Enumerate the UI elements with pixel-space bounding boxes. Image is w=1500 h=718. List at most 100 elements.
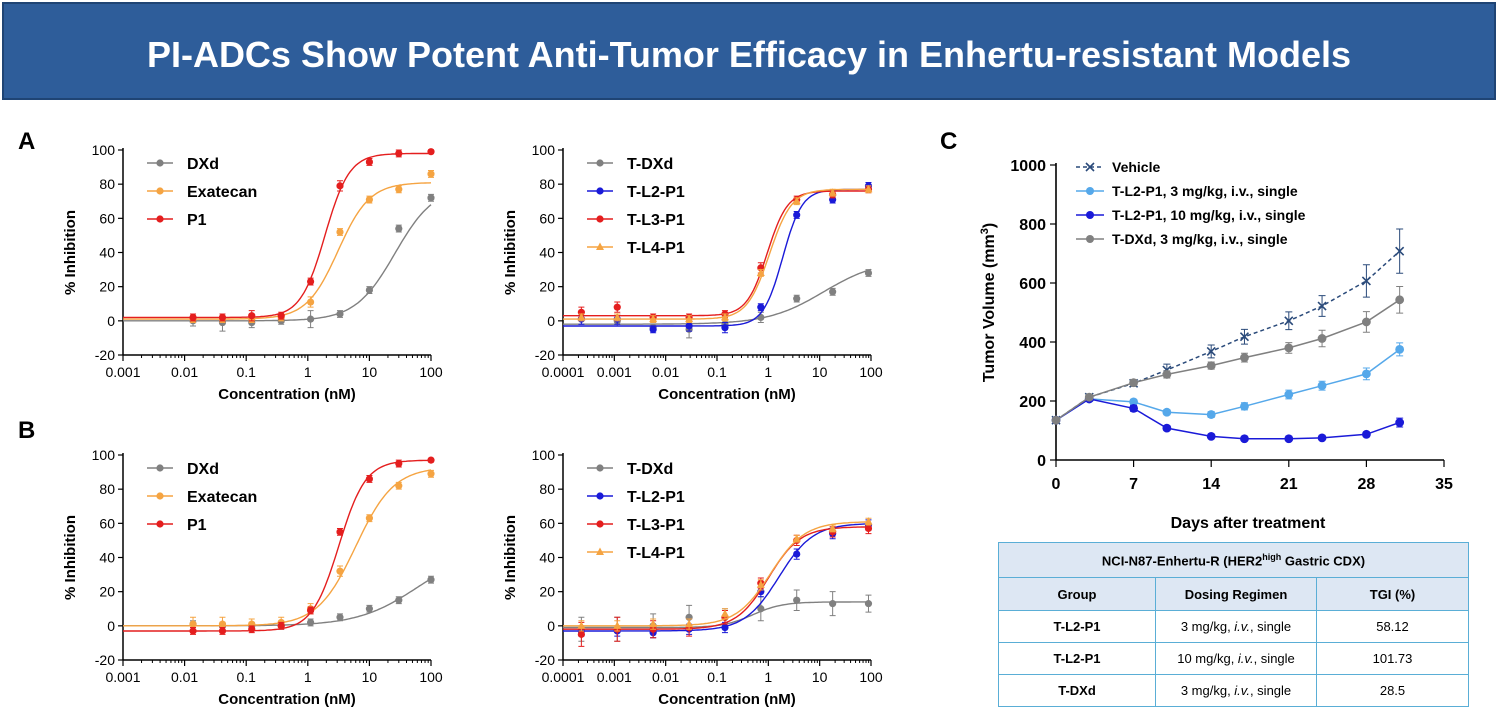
series-exatecan <box>123 469 435 632</box>
series-t-l4-p1 <box>563 184 873 324</box>
data-point <box>613 312 622 321</box>
x-tick-label: 100 <box>419 669 443 685</box>
data-point <box>1240 434 1249 444</box>
data-point <box>1284 434 1294 444</box>
data-point <box>685 322 693 330</box>
legend-label: T-L2-P1 <box>627 184 685 201</box>
series-t-l2-p1-3-mg-kg-i-v-single <box>1051 342 1405 425</box>
data-point <box>395 224 403 233</box>
data-point <box>685 619 694 628</box>
series-t-dxd-3-mg-kg-i-v-single <box>1051 286 1405 425</box>
x-tick-label: 100 <box>859 364 883 380</box>
legend-label: T-L2-P1 <box>627 489 685 506</box>
data-point <box>1395 344 1405 354</box>
data-point <box>427 148 435 156</box>
data-point <box>1240 401 1249 411</box>
header-dosing: Dosing Regimen <box>1155 577 1317 611</box>
legend-item: T-L2-P1, 10 mg/kg, i.v., single <box>1076 207 1306 223</box>
data-point <box>1317 301 1327 311</box>
legend-label: T-L2-P1, 10 mg/kg, i.v., single <box>1112 207 1306 223</box>
legend-label: DXd <box>187 461 219 478</box>
data-point <box>248 312 256 320</box>
data-point <box>1361 276 1371 286</box>
x-tick-label: 0.1 <box>707 364 727 380</box>
series-p1 <box>123 456 435 635</box>
x-tick-label: 0.0001 <box>542 364 585 380</box>
legend-label: Exatecan <box>187 184 257 201</box>
data-point <box>792 534 801 542</box>
legend-label: T-L3-P1 <box>627 212 685 229</box>
data-point <box>757 605 765 613</box>
data-point <box>1162 423 1172 433</box>
x-tick-label: 0.001 <box>597 669 632 685</box>
data-point <box>336 182 344 190</box>
legend-item: T-L2-P1, 3 mg/kg, i.v., single <box>1076 183 1298 199</box>
y-tick-label: -20 <box>535 347 555 363</box>
data-point <box>1317 381 1327 391</box>
series-t-l2-p1 <box>563 519 873 639</box>
legend-item: T-L3-P1 <box>587 212 685 229</box>
data-point <box>306 277 315 286</box>
legend-marker <box>156 464 164 472</box>
x-tick-label: 0.001 <box>105 669 140 685</box>
y-tick-label: 20 <box>539 584 555 600</box>
data-point <box>365 195 373 204</box>
data-point <box>757 303 765 311</box>
data-point <box>864 269 873 277</box>
data-point <box>577 630 585 638</box>
x-tick-label: 1 <box>304 364 312 380</box>
data-point <box>336 613 344 621</box>
data-point <box>306 298 315 306</box>
table-caption: NCI-N87-Enhertu-R (HER2high Gastric CDX) <box>998 542 1469 578</box>
data-point <box>649 619 658 628</box>
legend-label: DXd <box>187 156 219 173</box>
legend-label: T-L2-P1, 3 mg/kg, i.v., single <box>1112 183 1298 199</box>
data-point <box>864 524 873 533</box>
table-row: T-L2-P1 10 mg/kg, i.v., single 101.73 <box>998 642 1469 675</box>
data-point <box>1395 418 1405 427</box>
data-point <box>577 312 586 321</box>
legend-item: P1 <box>147 212 207 229</box>
legend-label: P1 <box>187 212 207 229</box>
x-tick-label: 1 <box>304 669 312 685</box>
data-point <box>427 194 435 202</box>
data-point <box>427 170 435 178</box>
legend-item: Exatecan <box>147 489 257 506</box>
data-point <box>218 620 227 628</box>
chart-a-small-molecules: -20 0 20 40 60 80 100 0.001 0.01 0.1 1 10 100 Concent… <box>62 142 443 403</box>
y-tick-label: 0 <box>107 313 115 329</box>
data-point <box>189 313 197 322</box>
legend-marker <box>1085 162 1095 172</box>
y-tick-label: 100 <box>92 142 116 158</box>
header-group: Group <box>998 577 1156 611</box>
data-point <box>427 576 435 584</box>
legend-marker <box>596 242 604 250</box>
data-point <box>365 514 373 522</box>
y-tick-label: 200 <box>1019 394 1046 411</box>
data-point <box>1162 370 1172 379</box>
data-point <box>277 622 285 630</box>
x-tick-label: 14 <box>1202 476 1220 493</box>
y-tick-label: 60 <box>539 515 555 531</box>
data-point <box>720 312 729 321</box>
legend-item: T-DXd <box>587 156 673 173</box>
data-point <box>395 149 403 158</box>
data-point <box>365 605 373 613</box>
title-banner: PI-ADCs Show Potent Anti-Tumor Efficacy … <box>2 2 1496 100</box>
legend-item: T-L2-P1 <box>587 489 685 506</box>
legend-marker <box>596 464 604 472</box>
legend-marker <box>596 520 604 528</box>
x-axis-label: Concentration (nM) <box>658 691 795 708</box>
fit-curve-t-l2-p1 <box>563 523 872 632</box>
data-point <box>792 196 801 205</box>
x-tick-label: 100 <box>859 669 883 685</box>
panel-label-c: C <box>940 128 958 155</box>
data-point <box>864 184 873 193</box>
legend-label: T-L3-P1 <box>627 517 685 534</box>
data-point <box>395 482 403 490</box>
legend-label: T-DXd <box>627 461 673 478</box>
legend-marker <box>596 215 604 223</box>
fit-curve-t-l4-p1 <box>563 188 871 320</box>
legend-item: T-L4-P1 <box>587 240 685 257</box>
y-tick-label: 600 <box>1019 276 1046 293</box>
